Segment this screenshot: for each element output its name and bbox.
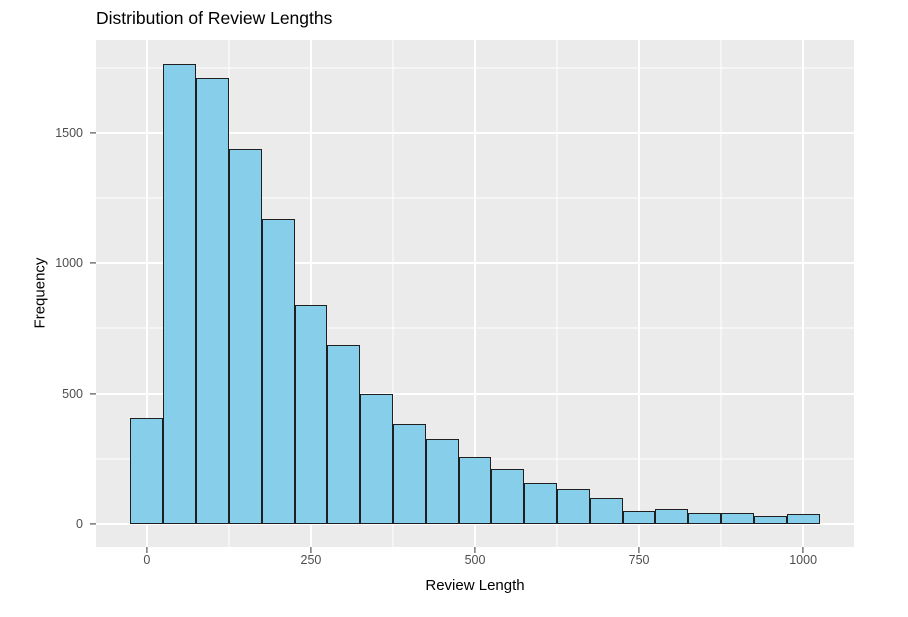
x-tick-label: 750 bbox=[628, 553, 650, 567]
x-tick-mark bbox=[638, 547, 640, 553]
x-tick-mark bbox=[802, 547, 804, 553]
x-axis-title: Review Length bbox=[425, 577, 525, 594]
histogram-bar bbox=[688, 513, 722, 524]
y-tick-mark bbox=[90, 132, 96, 134]
gridline-x-minor bbox=[720, 40, 722, 547]
gridline-x-major bbox=[802, 40, 805, 547]
gridline-x-major bbox=[309, 40, 312, 547]
histogram-bar bbox=[655, 508, 689, 524]
histogram-bar bbox=[327, 345, 361, 524]
histogram-bar bbox=[589, 498, 623, 524]
histogram-bar bbox=[360, 394, 393, 524]
histogram-bar bbox=[392, 423, 426, 524]
histogram-bar bbox=[786, 514, 820, 524]
y-tick-mark bbox=[90, 523, 96, 525]
y-tick-label: 0 bbox=[76, 516, 83, 531]
gridline-x-major bbox=[145, 40, 148, 547]
histogram-bar bbox=[163, 63, 197, 524]
histogram-bar bbox=[753, 515, 787, 524]
plot-panel bbox=[96, 40, 854, 547]
histogram-bar bbox=[622, 510, 656, 524]
gridline-x-minor bbox=[556, 40, 558, 547]
histogram-bar bbox=[425, 439, 459, 524]
x-tick-mark bbox=[310, 547, 312, 553]
x-tick-mark bbox=[146, 547, 148, 553]
y-tick-label: 1500 bbox=[55, 125, 83, 140]
x-tick-label: 250 bbox=[300, 553, 322, 567]
histogram-bar bbox=[130, 418, 164, 524]
x-tick-label: 0 bbox=[143, 553, 151, 567]
histogram-bar bbox=[557, 489, 590, 524]
chart-title: Distribution of Review Lengths bbox=[96, 8, 333, 28]
y-tick-mark bbox=[90, 393, 96, 395]
x-tick-mark bbox=[474, 547, 476, 553]
histogram-bar bbox=[228, 148, 262, 524]
histogram-bar bbox=[196, 78, 229, 524]
histogram-bar bbox=[491, 468, 525, 524]
x-tick-label: 1000 bbox=[789, 553, 818, 567]
gridline-x-major bbox=[638, 40, 641, 547]
histogram-bar bbox=[261, 218, 295, 524]
gridline-x-minor bbox=[392, 40, 394, 547]
y-tick-label: 1000 bbox=[55, 256, 83, 271]
histogram-bar bbox=[294, 304, 328, 524]
gridline-x-major bbox=[474, 40, 476, 547]
histogram-bar bbox=[721, 513, 754, 524]
y-tick-mark bbox=[90, 262, 96, 264]
histogram-bar bbox=[524, 483, 558, 524]
x-tick-label: 500 bbox=[464, 553, 486, 567]
y-tick-label: 500 bbox=[62, 386, 83, 401]
histogram-bar bbox=[458, 457, 492, 524]
